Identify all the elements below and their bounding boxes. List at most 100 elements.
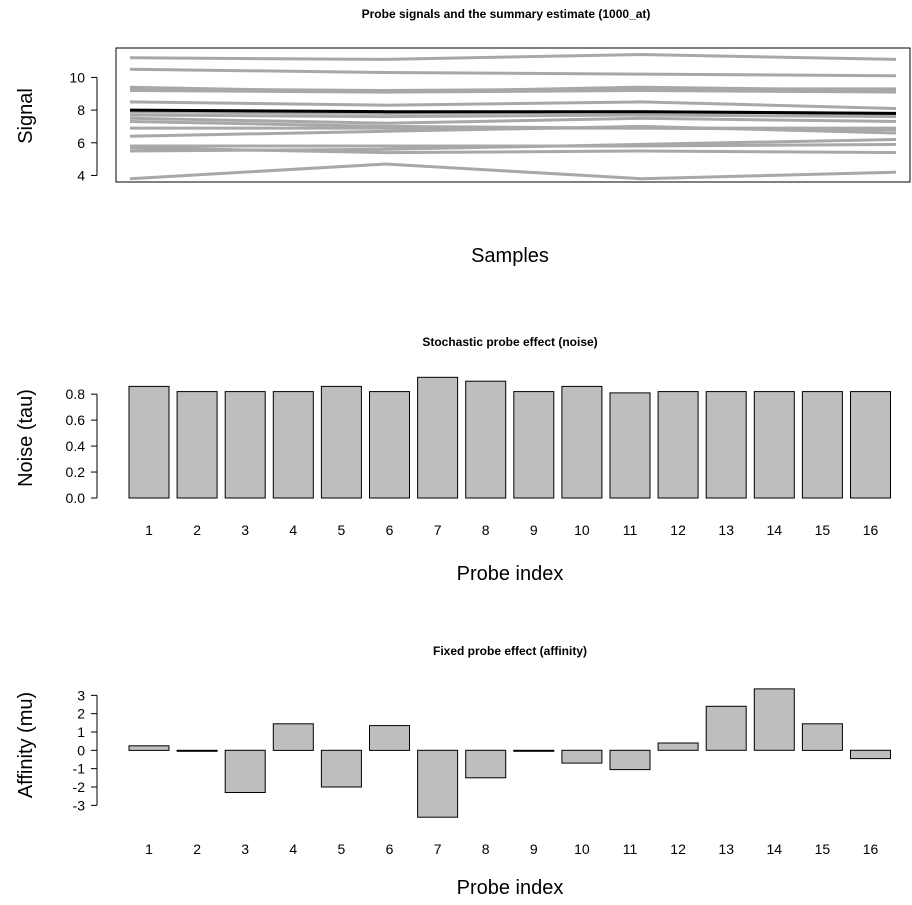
signal-lines <box>129 53 897 181</box>
signal-panel: Probe signals and the summary estimate (… <box>15 7 911 267</box>
noise-x-tick-label: 3 <box>241 522 249 538</box>
noise-bar <box>801 391 843 499</box>
probe-signal-line <box>129 67 897 78</box>
signal-y-axis: 4 6 8 10 <box>69 69 98 183</box>
affinity-bar <box>753 688 795 751</box>
noise-bar <box>753 391 795 499</box>
noise-bars <box>128 376 891 499</box>
noise-y-tick-label: 0.2 <box>66 464 86 480</box>
affinity-x-tick-label: 2 <box>193 841 201 857</box>
noise-x-axis-label: Probe index <box>457 563 564 585</box>
affinity-y-tick-label: -3 <box>73 797 86 813</box>
affinity-bar <box>657 742 699 751</box>
noise-chart-title: Stochastic probe effect (noise) <box>422 335 597 349</box>
affinity-x-tick-label: 3 <box>241 841 249 857</box>
noise-x-tick-label: 11 <box>623 522 638 538</box>
noise-x-tick-label: 1 <box>145 522 153 538</box>
probe-signal-line <box>129 100 897 110</box>
probe-signal-line <box>129 53 897 61</box>
affinity-bar <box>705 705 747 751</box>
probe-signal-line <box>129 162 897 181</box>
signal-y-axis-label: Signal <box>15 88 37 144</box>
noise-bar <box>561 385 603 499</box>
noise-bar <box>657 391 699 499</box>
affinity-x-tick-label: 10 <box>574 841 590 857</box>
noise-x-tick-label: 4 <box>289 522 297 538</box>
affinity-x-axis-label: Probe index <box>457 877 564 899</box>
affinity-x-tick-label: 13 <box>718 841 734 857</box>
noise-bar <box>176 391 218 499</box>
probe-signal-line <box>129 113 897 119</box>
signal-y-tick-label: 8 <box>77 102 85 118</box>
noise-x-tick-label: 16 <box>863 522 879 538</box>
noise-x-tick-label: 9 <box>530 522 538 538</box>
affinity-bar <box>320 749 362 788</box>
affinity-x-tick-labels: 1 2 3 4 5 6 7 8 9 10 11 12 13 14 15 16 <box>145 841 878 857</box>
signal-y-tick-label: 4 <box>77 167 85 183</box>
noise-x-tick-label: 15 <box>815 522 831 538</box>
signal-chart-title: Probe signals and the summary estimate (… <box>362 7 651 21</box>
noise-panel: Stochastic probe effect (noise) 0.00.20.… <box>15 335 891 585</box>
affinity-x-tick-label: 12 <box>670 841 686 857</box>
noise-bar <box>513 391 555 499</box>
noise-x-tick-label: 2 <box>193 522 201 538</box>
noise-bar <box>705 391 747 499</box>
noise-y-tick-label: 0.0 <box>66 490 86 506</box>
affinity-x-tick-label: 15 <box>815 841 831 857</box>
signal-x-axis-label: Samples <box>471 245 549 267</box>
affinity-y-axis-label: Affinity (mu) <box>15 692 37 798</box>
affinity-bar <box>417 749 459 818</box>
noise-bar <box>320 385 362 499</box>
affinity-x-tick-label: 9 <box>530 841 538 857</box>
probe-signal-line <box>129 89 897 94</box>
signal-y-tick-label: 10 <box>69 69 85 85</box>
noise-bar <box>272 391 314 499</box>
noise-y-tick-label: 0.6 <box>66 412 86 428</box>
affinity-x-tick-label: 11 <box>623 841 638 857</box>
noise-x-tick-label: 12 <box>670 522 686 538</box>
noise-bar <box>224 391 266 499</box>
affinity-y-tick-label: -2 <box>73 779 86 795</box>
noise-x-tick-label: 10 <box>574 522 590 538</box>
noise-x-tick-label: 7 <box>434 522 442 538</box>
affinity-y-axis: -3 -2 -1 0 1 2 3 <box>73 687 98 813</box>
affinity-bar <box>850 749 891 760</box>
noise-y-tick-label: 0.8 <box>66 386 86 402</box>
affinity-bar <box>176 749 218 752</box>
noise-bar <box>850 391 891 499</box>
affinity-x-tick-label: 14 <box>767 841 783 857</box>
noise-bar <box>465 380 507 499</box>
affinity-bar <box>128 745 170 751</box>
probe-signal-line <box>129 138 897 153</box>
affinity-bar <box>561 749 603 764</box>
affinity-bar <box>465 749 507 779</box>
noise-bar <box>609 392 651 499</box>
signal-plot-frame <box>115 47 911 183</box>
affinity-x-tick-label: 6 <box>386 841 394 857</box>
affinity-x-tick-label: 7 <box>434 841 442 857</box>
affinity-y-tick-label: 2 <box>77 706 85 722</box>
affinity-y-tick-label: 1 <box>77 724 85 740</box>
affinity-bar <box>513 749 555 752</box>
probe-signal-line <box>129 124 897 138</box>
noise-x-tick-label: 14 <box>767 522 783 538</box>
noise-y-tick-label: 0.4 <box>66 438 86 454</box>
affinity-bar <box>801 723 843 751</box>
affinity-bar <box>272 723 314 751</box>
affinity-x-tick-label: 5 <box>338 841 346 857</box>
noise-bar <box>369 391 410 499</box>
noise-x-tick-label: 13 <box>718 522 734 538</box>
affinity-bar <box>369 725 410 751</box>
affinity-bars <box>128 688 891 818</box>
probe-signal-line <box>129 116 897 125</box>
affinity-y-tick-label: -1 <box>73 761 86 777</box>
noise-y-axis: 0.0 0.2 0.4 0.6 0.8 <box>66 386 98 506</box>
noise-y-axis-label: Noise (tau) <box>15 389 37 487</box>
summary-estimate-line <box>129 108 897 115</box>
noise-x-tick-label: 5 <box>338 522 346 538</box>
noise-x-tick-label: 6 <box>386 522 394 538</box>
affinity-bar <box>609 749 651 771</box>
affinity-x-tick-label: 8 <box>482 841 490 857</box>
noise-x-tick-labels: 1 2 3 4 5 6 7 8 9 10 11 12 13 14 15 16 <box>145 522 878 538</box>
